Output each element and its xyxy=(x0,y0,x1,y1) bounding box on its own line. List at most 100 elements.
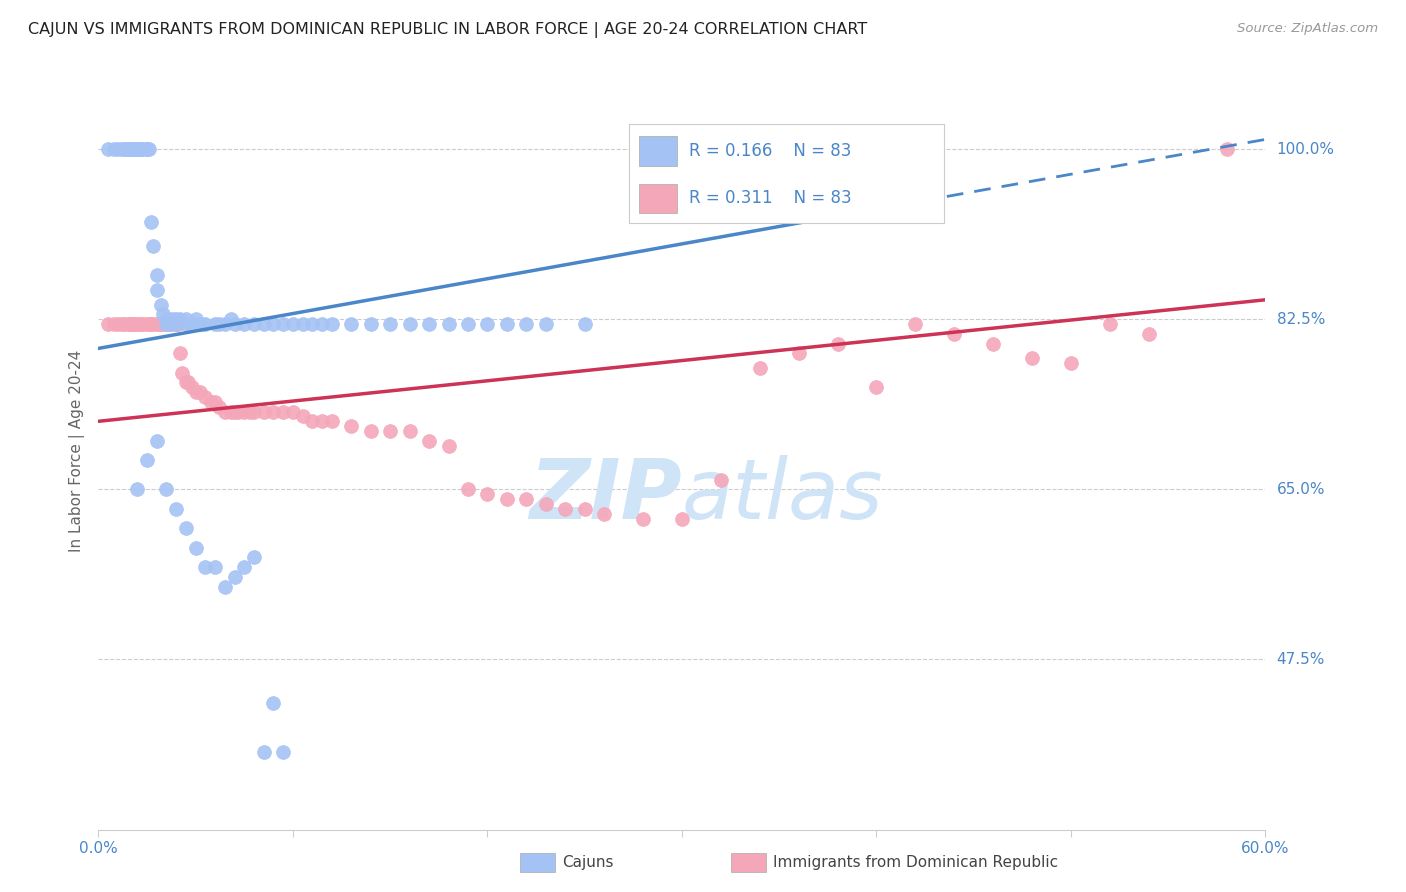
Point xyxy=(132,317,155,331)
Point xyxy=(162,317,184,331)
Point xyxy=(194,317,217,331)
Point xyxy=(146,283,169,297)
Point xyxy=(360,424,382,438)
Point xyxy=(534,497,557,511)
Point xyxy=(214,404,236,418)
Point xyxy=(107,142,129,156)
Point xyxy=(574,501,596,516)
Point xyxy=(124,317,146,331)
Point xyxy=(219,312,242,326)
Point xyxy=(118,142,141,156)
Point xyxy=(111,142,134,156)
Point xyxy=(188,385,211,400)
Point xyxy=(180,317,202,331)
Point xyxy=(174,521,197,535)
Point xyxy=(184,385,207,400)
Point xyxy=(204,317,226,331)
Point xyxy=(593,507,616,521)
Point xyxy=(180,380,202,394)
Y-axis label: In Labor Force | Age 20-24: In Labor Force | Age 20-24 xyxy=(69,350,84,551)
Point xyxy=(243,404,266,418)
Point xyxy=(129,317,152,331)
Point xyxy=(165,312,187,326)
Point xyxy=(208,400,231,414)
Point xyxy=(271,317,294,331)
Point xyxy=(340,419,363,434)
Point xyxy=(981,336,1004,351)
Point xyxy=(188,317,211,331)
Point xyxy=(148,317,170,331)
Point xyxy=(111,317,134,331)
Point xyxy=(103,317,125,331)
Point xyxy=(1215,142,1237,156)
Point xyxy=(136,142,159,156)
Text: 100.0%: 100.0% xyxy=(1277,142,1334,157)
Point xyxy=(239,404,262,418)
Point xyxy=(174,376,197,390)
Point xyxy=(271,745,294,759)
Point xyxy=(97,317,120,331)
Point xyxy=(97,142,120,156)
Point xyxy=(146,434,169,448)
Point xyxy=(457,483,479,497)
Point xyxy=(142,239,165,253)
Point xyxy=(117,142,139,156)
Point xyxy=(457,317,479,331)
Text: atlas: atlas xyxy=(682,456,883,536)
Point xyxy=(165,317,187,331)
Point xyxy=(243,550,266,565)
Point xyxy=(162,312,184,326)
Point xyxy=(112,317,135,331)
Point xyxy=(398,317,420,331)
Point xyxy=(1021,351,1043,365)
Point xyxy=(146,317,169,331)
Point xyxy=(118,317,141,331)
Text: 82.5%: 82.5% xyxy=(1277,311,1324,326)
Point xyxy=(496,317,519,331)
Point xyxy=(904,317,927,331)
Point xyxy=(224,317,246,331)
Point xyxy=(184,312,207,326)
Point xyxy=(554,501,576,516)
Point xyxy=(121,317,143,331)
Point xyxy=(124,142,146,156)
Point xyxy=(943,326,966,341)
Point xyxy=(128,317,150,331)
Point xyxy=(311,317,333,331)
Point xyxy=(291,317,314,331)
Point xyxy=(228,404,250,418)
Point xyxy=(496,491,519,506)
Text: Source: ZipAtlas.com: Source: ZipAtlas.com xyxy=(1237,22,1378,36)
Point xyxy=(204,560,226,574)
Point xyxy=(380,317,402,331)
Point xyxy=(170,366,193,380)
Point xyxy=(787,346,810,360)
Point xyxy=(159,317,181,331)
Point xyxy=(748,360,770,375)
Point xyxy=(200,395,222,409)
Point xyxy=(136,317,159,331)
Point xyxy=(127,483,149,497)
Point xyxy=(1060,356,1083,370)
Point xyxy=(262,317,284,331)
Point xyxy=(159,317,181,331)
Point xyxy=(281,404,304,418)
Point xyxy=(157,317,180,331)
Text: Cajuns: Cajuns xyxy=(562,855,614,870)
Point xyxy=(114,142,136,156)
Point xyxy=(233,317,256,331)
Point xyxy=(214,580,236,594)
Point xyxy=(437,439,460,453)
Point xyxy=(398,424,420,438)
Point xyxy=(136,453,159,467)
Point xyxy=(103,142,125,156)
Point xyxy=(152,307,174,321)
Point xyxy=(1098,317,1121,331)
Point xyxy=(214,317,236,331)
Point xyxy=(710,473,733,487)
Point xyxy=(233,404,256,418)
Point xyxy=(194,560,217,574)
Point xyxy=(262,696,284,710)
Point xyxy=(138,317,160,331)
Point xyxy=(534,317,557,331)
